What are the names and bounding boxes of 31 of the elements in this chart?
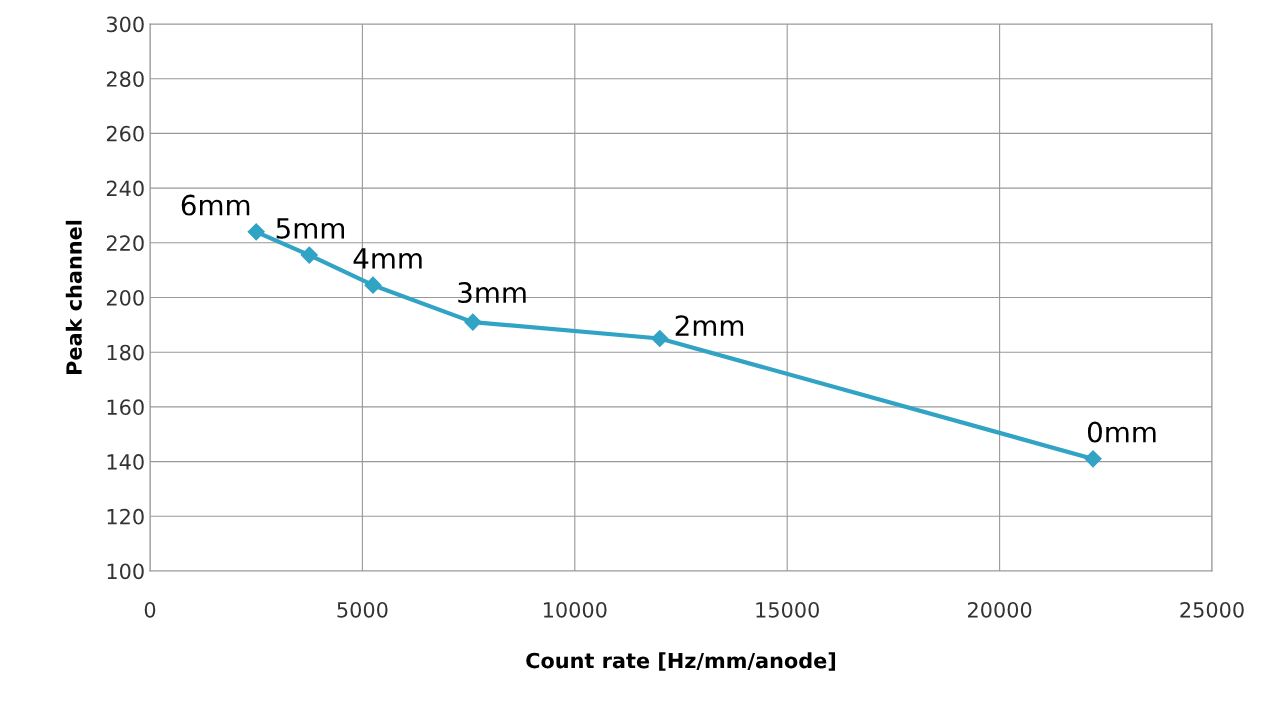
x-tick-label: 15000: [756, 601, 819, 618]
y-tick-label: 300: [106, 16, 144, 33]
y-tick-label: 280: [106, 71, 144, 87]
y-tick-label: 240: [106, 180, 144, 197]
annotation: 5mm: [276, 218, 345, 239]
annotation: 3mm: [458, 282, 526, 304]
y-tick-label: 140: [107, 454, 144, 470]
annotation: 4mm: [353, 248, 422, 269]
annotation: 6mm: [181, 194, 250, 216]
x-tick-label: 25000: [1180, 601, 1244, 618]
y-tick-label: 160: [107, 399, 144, 416]
y-axis-title: Peak channel: [65, 220, 82, 374]
x-tick-label: 20000: [967, 601, 1032, 618]
annotation: 2mm: [675, 315, 744, 336]
x-tick-label: 10000: [543, 601, 607, 618]
y-tick-label: 260: [106, 125, 144, 142]
point: [464, 313, 482, 331]
y-tick-label: 180: [107, 344, 144, 361]
point: [1084, 450, 1102, 468]
x-tick-label: 5000: [337, 601, 388, 618]
point: [300, 246, 318, 264]
point: [364, 276, 382, 294]
point: [651, 329, 669, 348]
y-tick-label: 200: [106, 289, 144, 306]
y-tick-label: 220: [106, 235, 144, 252]
point: [247, 223, 265, 241]
x-axis-title: Count rate [Hz/mm/anode]: [526, 652, 836, 671]
annotation: 0mm: [1087, 421, 1156, 443]
y-tick-label: 100: [107, 563, 144, 580]
x-tick-label: 0: [144, 601, 156, 618]
y-tick-label: 120: [107, 508, 144, 525]
